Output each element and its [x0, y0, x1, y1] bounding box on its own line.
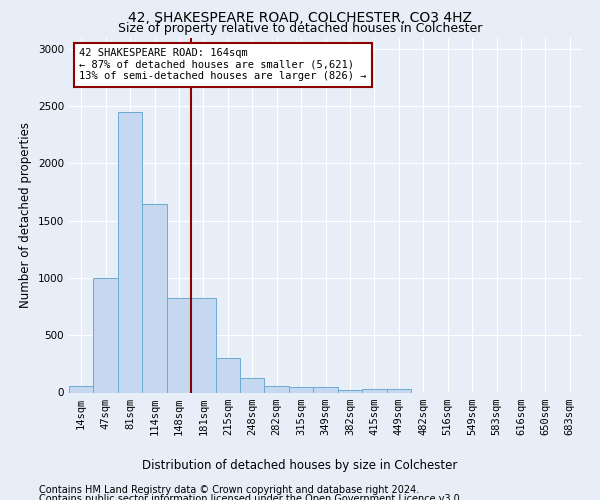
- Bar: [289, 388, 313, 392]
- Bar: [240, 378, 265, 392]
- Text: Contains public sector information licensed under the Open Government Licence v3: Contains public sector information licen…: [39, 494, 463, 500]
- Bar: [362, 389, 386, 392]
- Text: Distribution of detached houses by size in Colchester: Distribution of detached houses by size …: [142, 458, 458, 471]
- Bar: [265, 386, 289, 392]
- Bar: [191, 298, 215, 392]
- Bar: [313, 388, 338, 392]
- Bar: [338, 390, 362, 392]
- Text: Size of property relative to detached houses in Colchester: Size of property relative to detached ho…: [118, 22, 482, 35]
- Bar: [94, 278, 118, 392]
- Bar: [167, 298, 191, 392]
- Text: 42, SHAKESPEARE ROAD, COLCHESTER, CO3 4HZ: 42, SHAKESPEARE ROAD, COLCHESTER, CO3 4H…: [128, 12, 472, 26]
- Bar: [69, 386, 94, 392]
- Bar: [118, 112, 142, 392]
- Text: 42 SHAKESPEARE ROAD: 164sqm
← 87% of detached houses are smaller (5,621)
13% of : 42 SHAKESPEARE ROAD: 164sqm ← 87% of det…: [79, 48, 367, 82]
- Bar: [215, 358, 240, 392]
- Y-axis label: Number of detached properties: Number of detached properties: [19, 122, 32, 308]
- Bar: [142, 204, 167, 392]
- Bar: [386, 389, 411, 392]
- Text: Contains HM Land Registry data © Crown copyright and database right 2024.: Contains HM Land Registry data © Crown c…: [39, 485, 419, 495]
